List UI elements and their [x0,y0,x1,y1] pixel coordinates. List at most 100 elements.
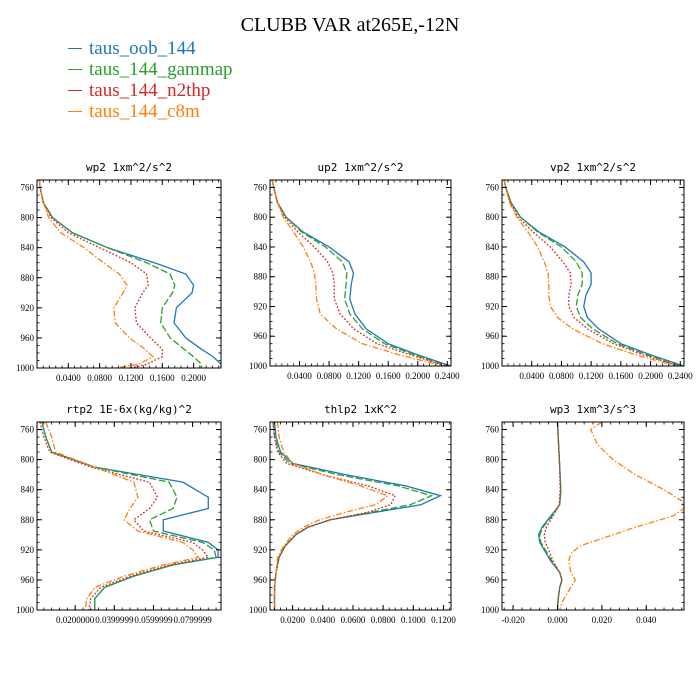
series-line [273,422,443,610]
series-line [272,422,434,610]
x-tick-label: 0.1200 [119,373,144,383]
panel: vp2 1xm^2/s^2 760 800 840 880 920 960 1000 0.040… [481,161,693,381]
panel-frame [36,179,222,369]
x-tick-label: 0.2000 [405,371,430,381]
x-tick-label: 0.0399999 [95,615,134,625]
x-tick-label: 0.2400 [668,371,693,381]
x-tick-label: 0.0799999 [173,615,212,625]
y-tick-label: 760 [254,425,268,435]
legend-item: taus_144_gammap [68,59,233,80]
y-tick-label: 880 [21,515,35,525]
panel: up2 1xm^2/s^2 760 800 840 880 920 960 1000 0.040… [249,161,460,381]
series-line [503,180,681,366]
y-tick-label: 840 [486,485,500,495]
y-tick-label: 920 [486,545,500,555]
y-tick-label: 880 [254,272,268,282]
y-tick-label: 1000 [481,605,500,615]
y-tick-label: 960 [486,575,500,585]
y-tick-label: 840 [486,242,500,252]
y-tick-label: 880 [486,515,500,525]
x-tick-label: 0.1600 [376,371,401,381]
y-tick-label: 960 [21,333,35,343]
panel: wp2 1xm^2/s^2 760 800 840 880 920 960 1000 0.040… [16,161,222,383]
series-line [271,180,451,366]
panel-title: thlp2 1xK^2 [324,403,397,416]
panel-title: wp3 1xm^3/s^3 [550,403,636,416]
x-tick-label: 0.0200 [280,615,305,625]
panel-frame [269,421,452,611]
y-tick-label: 920 [254,301,268,311]
y-tick-label: 760 [21,183,35,193]
x-tick-label: 0.1000 [401,615,426,625]
y-tick-label: 800 [486,455,500,465]
x-tick-label: 0.2000 [181,373,206,383]
x-tick-label: 0.0600 [341,615,366,625]
series-line [503,180,684,366]
y-tick-label: 1000 [249,605,268,615]
y-tick-label: 960 [254,575,268,585]
legend: taus_oob_144 taus_144_gammap taus_144_n2… [68,38,233,122]
y-tick-label: 1000 [16,363,35,373]
panel-title: wp2 1xm^2/s^2 [86,161,172,174]
x-tick-label: 0.1200 [346,371,371,381]
y-tick-label: 1000 [249,361,268,371]
y-tick-label: 840 [21,485,35,495]
x-tick-label: 0.2000 [638,371,663,381]
x-tick-label: 0.0599999 [134,615,173,625]
series-line [41,422,217,610]
legend-swatch [68,69,82,70]
y-tick-label: 880 [21,273,35,283]
x-tick-label: 0.000 [547,615,568,625]
x-tick-label: 0.0400 [310,615,335,625]
x-tick-label: -0.020 [501,615,525,625]
x-tick-label: 0.0800 [317,371,342,381]
panel-frame [36,421,222,611]
series-line [38,180,154,368]
x-tick-label: 0.1200 [579,371,604,381]
series-line [559,422,684,610]
x-tick-label: 0.040 [636,615,657,625]
legend-swatch [68,90,82,91]
y-tick-label: 1000 [16,605,35,615]
panel: rtp2 1E-6x(kg/kg)^2 760 800 840 880 920 960 100… [16,403,222,625]
y-tick-label: 800 [254,212,268,222]
legend-label: taus_144_gammap [89,59,233,80]
x-tick-label: 0.0200000 [56,615,95,625]
x-tick-label: 0.0400 [56,373,81,383]
y-tick-label: 920 [21,303,35,313]
y-tick-label: 760 [486,182,500,192]
series-line [272,422,397,610]
panel-frame [501,421,685,611]
y-tick-label: 840 [254,242,268,252]
y-tick-label: 880 [486,272,500,282]
series-line [39,422,210,610]
x-tick-label: 0.2400 [435,371,460,381]
y-tick-label: 760 [486,425,500,435]
series-line [271,180,448,366]
x-tick-label: 0.0400 [287,371,312,381]
panel-title: vp2 1xm^2/s^2 [550,161,636,174]
y-tick-label: 960 [254,331,268,341]
x-tick-label: 0.0400 [519,371,544,381]
legend-item: taus_144_n2thp [68,80,233,101]
x-tick-label: 0.1600 [608,371,633,381]
figure-title: CLUBB VAR at265E,-12N [240,14,460,36]
legend-item: taus_144_c8m [68,101,233,122]
panel: wp3 1xm^3/s^3 760 800 840 880 920 960 1000-0.02… [481,403,685,625]
legend-label: taus_oob_144 [89,38,196,59]
y-tick-label: 800 [254,455,268,465]
series-line [271,180,447,366]
legend-swatch [68,48,82,49]
panel: thlp2 1xK^2 760 800 840 880 920 960 1000 0.0200 0… [249,403,456,625]
series-line [543,422,563,610]
x-tick-label: 0.1200 [431,615,456,625]
y-tick-label: 760 [254,182,268,192]
series-line [45,422,200,610]
series-line [38,180,163,368]
panel-title: rtp2 1E-6x(kg/kg)^2 [66,403,192,416]
y-tick-label: 880 [254,515,268,525]
series-line [38,180,221,368]
x-tick-label: 0.0800 [371,615,396,625]
x-tick-label: 0.0800 [87,373,112,383]
